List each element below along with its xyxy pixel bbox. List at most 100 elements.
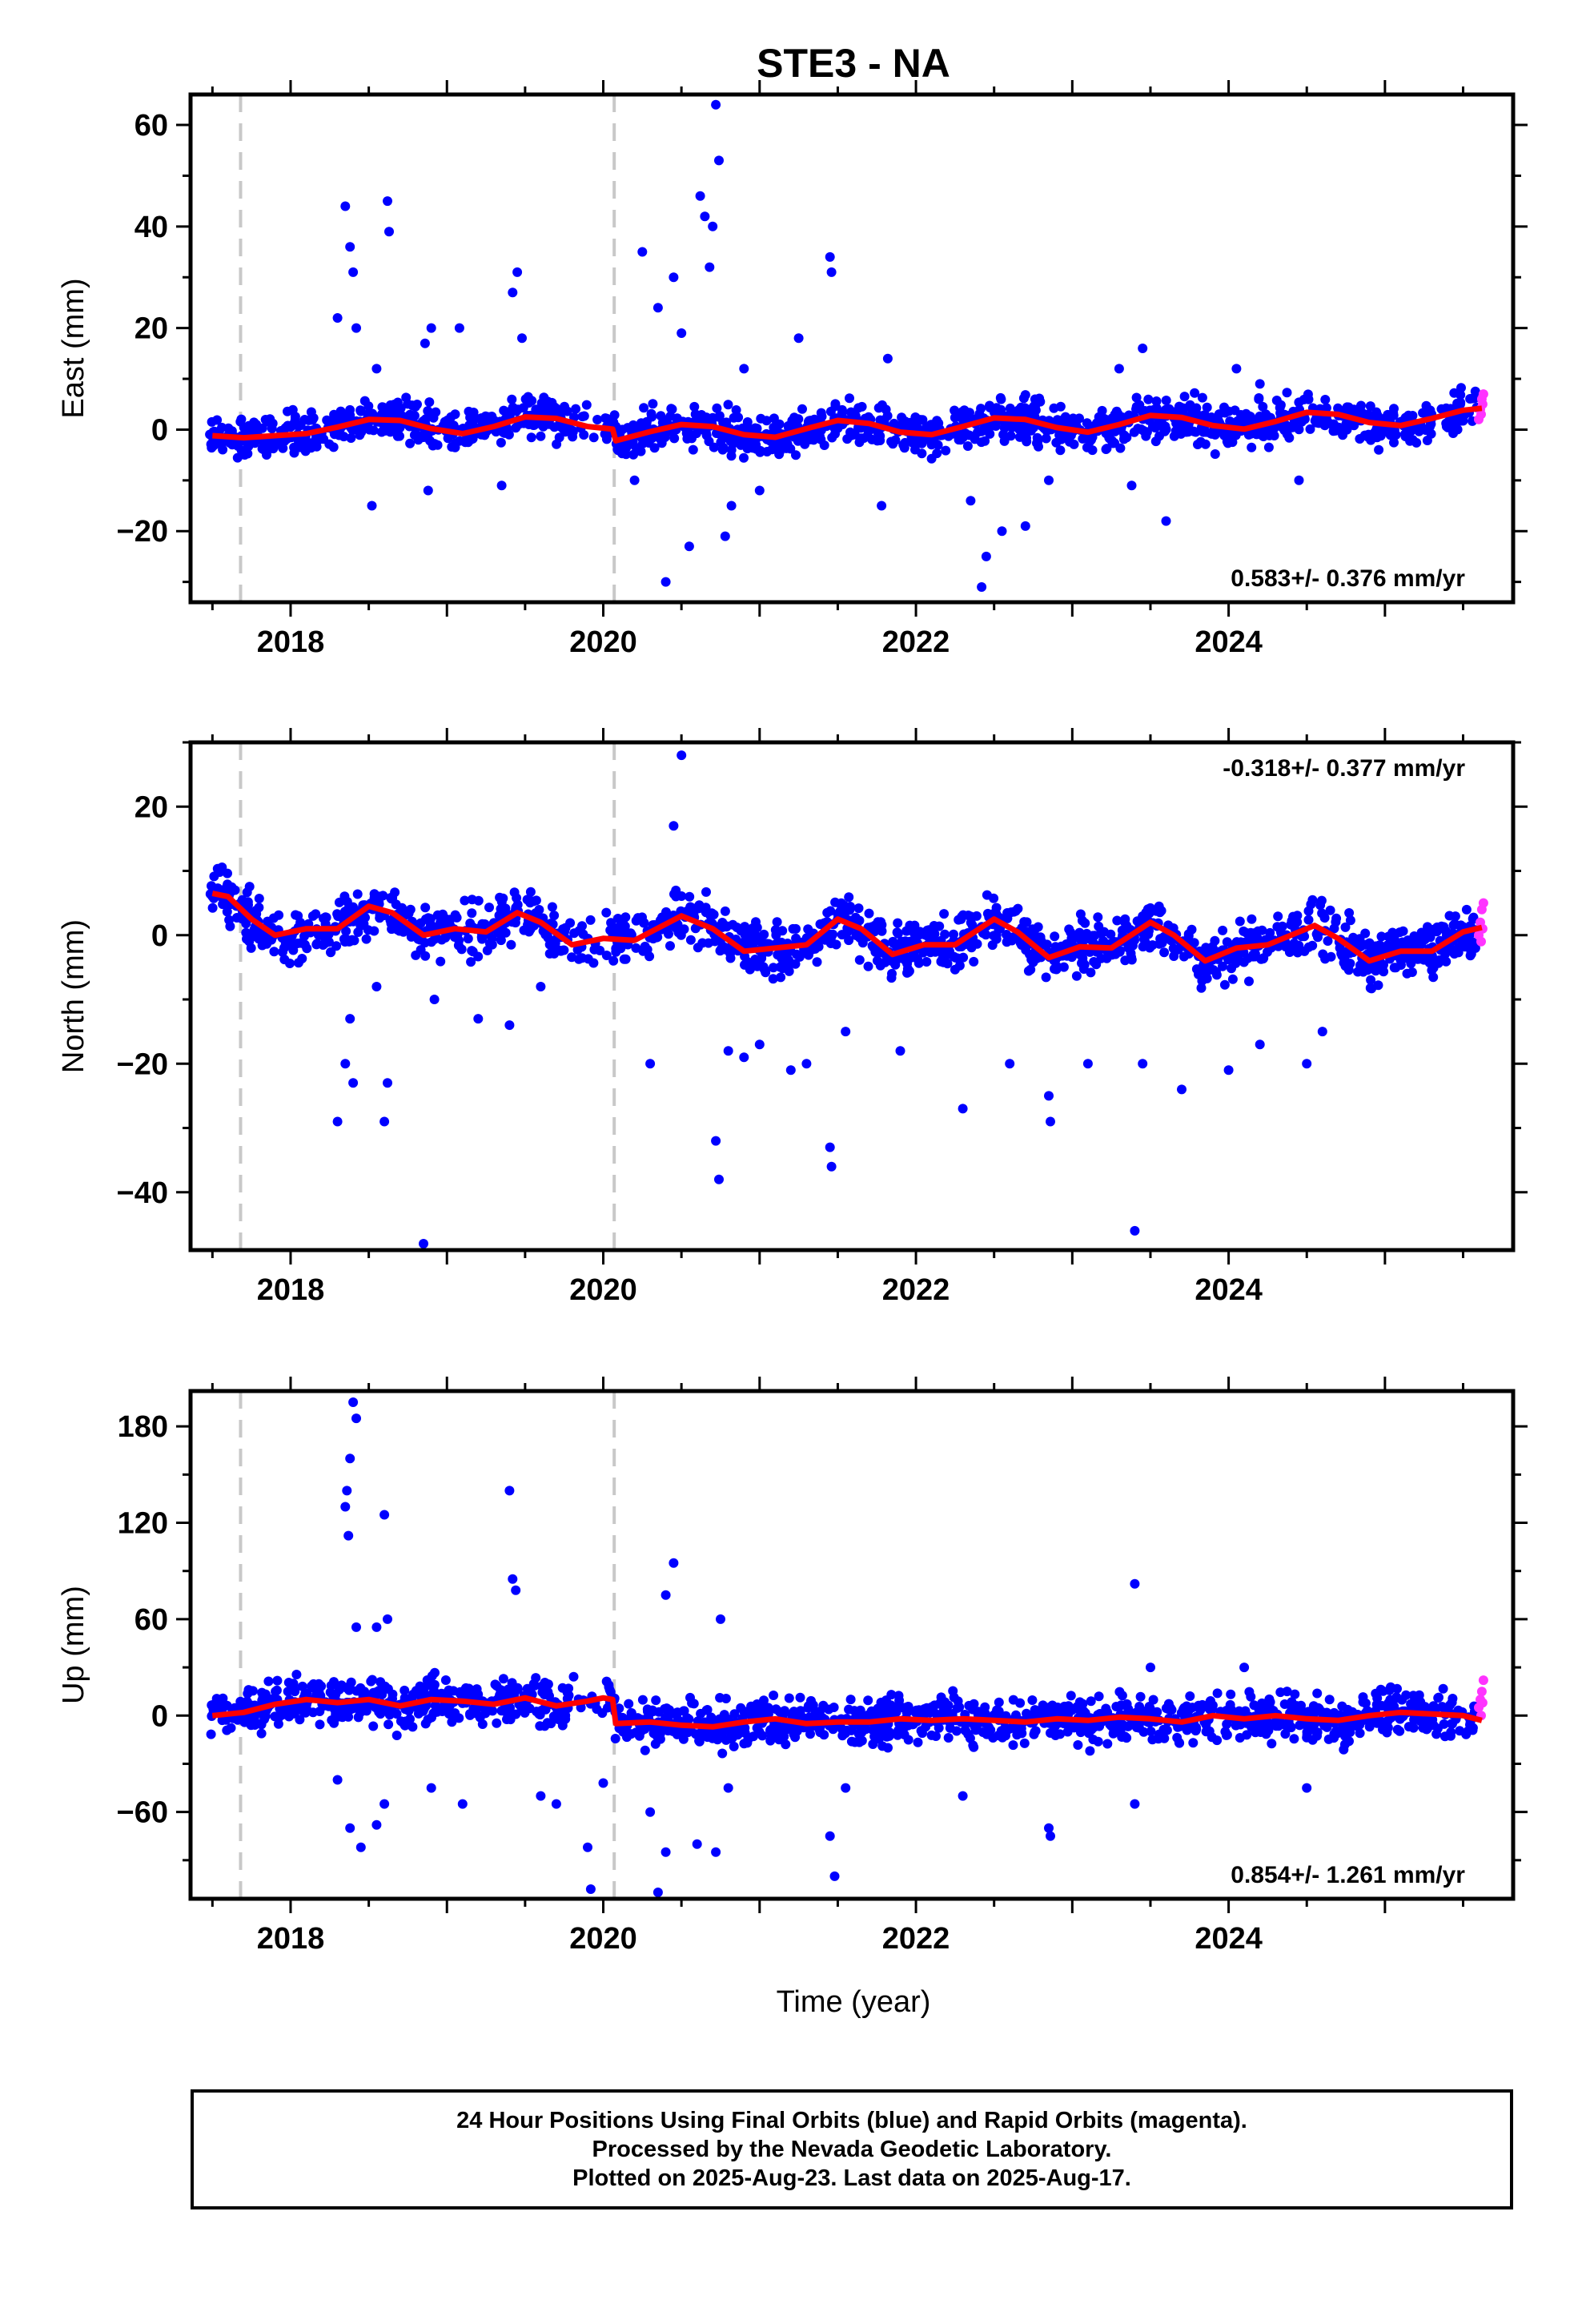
up-outlier-point bbox=[343, 1530, 354, 1541]
north-final-point bbox=[1077, 915, 1087, 926]
up-final-point bbox=[1019, 1738, 1030, 1748]
north-final-point bbox=[420, 938, 430, 948]
up-final-point bbox=[1382, 1727, 1392, 1738]
east-outlier-point bbox=[1044, 475, 1054, 485]
north-final-point bbox=[1461, 904, 1472, 915]
up-final-point bbox=[729, 1741, 739, 1751]
up-final-point bbox=[1303, 1707, 1314, 1717]
east-outlier-point bbox=[977, 582, 987, 592]
east-outlier-point bbox=[1138, 344, 1148, 353]
east-final-point bbox=[243, 420, 254, 431]
east-final-point bbox=[1245, 412, 1255, 422]
north-final-point bbox=[254, 894, 264, 903]
east-final-point bbox=[1151, 396, 1162, 406]
east-final-point bbox=[934, 418, 944, 428]
east-x-tick-label: 2024 bbox=[1195, 625, 1263, 659]
east-final-point bbox=[739, 452, 749, 463]
north-final-point bbox=[938, 957, 949, 967]
up-final-point bbox=[1392, 1724, 1403, 1735]
east-final-point bbox=[656, 411, 666, 421]
north-final-point bbox=[1419, 935, 1430, 945]
up-final-point bbox=[308, 1707, 319, 1718]
north-final-orbit-points bbox=[205, 750, 1481, 1248]
up-y-tick-label: 180 bbox=[118, 1410, 168, 1444]
up-final-point bbox=[1401, 1690, 1411, 1700]
north-final-point bbox=[1470, 943, 1480, 953]
east-final-point bbox=[1448, 428, 1459, 438]
east-final-point bbox=[846, 407, 856, 417]
east-final-point bbox=[1049, 403, 1059, 413]
up-final-point bbox=[408, 1722, 418, 1732]
east-final-point bbox=[1232, 416, 1243, 426]
up-final-point bbox=[1358, 1697, 1368, 1707]
north-final-point bbox=[1247, 933, 1257, 943]
north-outlier-point bbox=[723, 1046, 733, 1056]
north-final-point bbox=[578, 929, 588, 939]
up-final-point bbox=[1428, 1701, 1439, 1711]
east-final-point bbox=[1456, 383, 1466, 393]
east-final-point bbox=[1320, 395, 1331, 404]
up-final-point bbox=[1122, 1733, 1132, 1743]
east-outlier-point bbox=[508, 287, 518, 298]
up-final-point bbox=[1324, 1695, 1335, 1705]
north-final-point bbox=[709, 910, 719, 919]
up-final-point bbox=[717, 1748, 728, 1759]
up-outlier-point bbox=[536, 1791, 546, 1801]
up-final-point bbox=[961, 1726, 971, 1736]
north-x-tick-label: 2024 bbox=[1195, 1273, 1263, 1307]
up-outlier-point bbox=[508, 1574, 518, 1584]
north-final-point bbox=[386, 894, 396, 904]
east-final-point bbox=[970, 434, 980, 444]
up-outlier-point bbox=[661, 1847, 671, 1857]
north-final-point bbox=[1387, 941, 1398, 951]
east-final-point bbox=[1155, 417, 1166, 428]
up-final-point bbox=[1085, 1746, 1095, 1756]
north-final-point bbox=[1432, 922, 1443, 932]
up-final-point bbox=[1066, 1691, 1076, 1701]
east-outlier-point bbox=[384, 227, 394, 237]
north-final-point bbox=[1211, 967, 1221, 977]
up-final-point bbox=[1093, 1736, 1103, 1747]
up-final-point bbox=[1116, 1700, 1126, 1711]
up-outlier-point bbox=[598, 1778, 608, 1788]
north-outlier-point bbox=[504, 1020, 515, 1031]
up-final-point bbox=[1403, 1722, 1414, 1732]
north-outlier-point bbox=[895, 1046, 905, 1056]
east-outlier-point bbox=[637, 247, 648, 257]
up-final-point bbox=[235, 1696, 246, 1707]
east-final-point bbox=[1400, 412, 1411, 423]
east-final-point bbox=[985, 400, 994, 411]
up-final-point bbox=[1017, 1728, 1027, 1739]
east-final-point bbox=[791, 450, 801, 460]
up-final-point bbox=[1261, 1729, 1271, 1739]
east-final-point bbox=[1456, 399, 1466, 409]
east-outlier-point bbox=[652, 303, 663, 313]
east-final-point bbox=[1355, 434, 1365, 444]
up-final-point bbox=[1234, 1706, 1244, 1716]
north-final-point bbox=[1206, 943, 1216, 954]
east-plot-area bbox=[205, 94, 1488, 602]
east-outlier-point bbox=[684, 541, 694, 552]
up-final-point bbox=[706, 1712, 717, 1723]
up-final-point bbox=[1134, 1702, 1145, 1711]
east-final-point bbox=[1019, 403, 1030, 413]
north-final-point bbox=[1178, 951, 1189, 962]
north-final-point bbox=[956, 914, 966, 924]
up-final-point bbox=[936, 1692, 946, 1703]
up-final-point bbox=[773, 1727, 784, 1738]
up-final-point bbox=[805, 1712, 815, 1723]
north-final-point bbox=[313, 930, 323, 940]
up-final-point bbox=[342, 1683, 351, 1693]
east-frame bbox=[188, 92, 1516, 605]
north-final-point bbox=[882, 955, 893, 965]
up-final-point bbox=[1329, 1733, 1339, 1743]
north-final-point bbox=[302, 943, 312, 954]
north-final-point bbox=[1247, 914, 1257, 924]
north-final-point bbox=[1366, 975, 1376, 985]
east-final-point bbox=[793, 433, 804, 444]
east-final-point bbox=[867, 434, 877, 444]
east-final-point bbox=[588, 432, 599, 443]
east-final-point bbox=[613, 445, 624, 456]
east-outlier-point bbox=[1114, 364, 1124, 374]
north-final-point bbox=[1464, 938, 1473, 948]
